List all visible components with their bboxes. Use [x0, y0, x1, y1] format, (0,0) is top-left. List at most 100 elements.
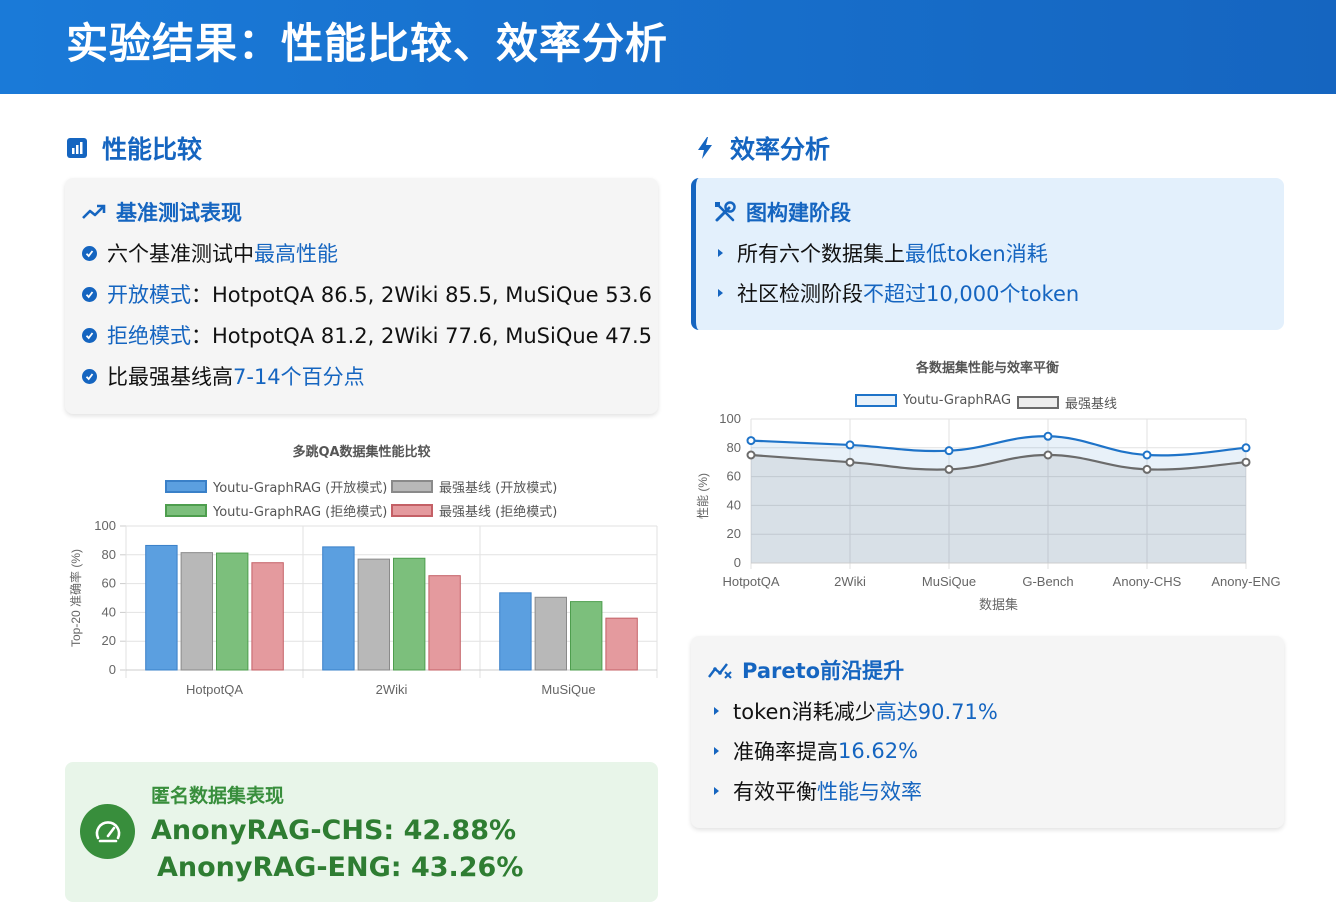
bar-chart-title: 多跳QA数据集性能比较: [292, 445, 431, 460]
list-item-text: 有效平衡: [733, 780, 817, 804]
list-item-highlight: 最高性能: [254, 242, 338, 266]
list-item: token消耗减少 高达90.71%: [710, 696, 998, 726]
data-point: [1043, 431, 1053, 441]
lightning-icon: [694, 137, 716, 159]
legend-label: Youtu-GraphRAG (拒绝模式): [213, 505, 388, 520]
graph-build-card-title: 图构建阶段: [714, 197, 851, 227]
y-tick-label: 40: [727, 497, 741, 512]
legend-swatch: [391, 480, 433, 493]
section-title-performance-label: 性能比较: [102, 135, 203, 164]
data-point: [746, 450, 756, 460]
data-point: [1241, 457, 1251, 467]
legend-item: 最强基线 (开放模式): [391, 477, 557, 496]
benchmark-card: [65, 178, 658, 414]
bar: [570, 601, 603, 671]
data-point: [1241, 443, 1251, 453]
legend-swatch: [1017, 396, 1059, 409]
legend-swatch: [165, 504, 207, 517]
legend-item: Youtu-GraphRAG (开放模式): [165, 477, 387, 496]
bar: [180, 552, 213, 671]
list-item: 准确率提高 16.62%: [710, 736, 918, 766]
list-item: 社区检测阶段 不超过10,000个token: [714, 278, 1079, 308]
y-tick-label: 0: [734, 555, 741, 570]
list-item-highlight: 不超过10,000个token: [863, 282, 1080, 306]
x-tick-label: MuSiQue: [922, 574, 976, 589]
chart-line-icon: [708, 661, 732, 679]
data-point: [1142, 450, 1152, 460]
series-line: [750, 453, 1247, 471]
tools-icon: [714, 201, 736, 223]
check-circle-icon: [82, 286, 97, 302]
bar: [605, 617, 638, 671]
bar-chart-icon: [66, 137, 88, 159]
list-item-text: 比最强基线高: [107, 365, 233, 389]
data-point: [1142, 464, 1152, 474]
list-item-highlight: 开放模式: [107, 283, 191, 307]
legend-swatch: [391, 504, 433, 517]
anon-eng-value: AnonyRAG-ENG: 43.26%: [157, 852, 524, 883]
legend-item: 最强基线: [1017, 393, 1117, 412]
list-item-highlight: 16.62%: [838, 739, 919, 763]
caret-right-icon: [718, 289, 723, 297]
series-area: [751, 436, 1246, 563]
bar: [216, 552, 249, 671]
list-item: 开放模式 ：HotpotQA 86.5, 2Wiki 85.5, MuSiQue …: [82, 279, 652, 309]
y-tick-label: 80: [102, 547, 116, 562]
y-tick-label: 0: [109, 662, 116, 677]
bar: [428, 575, 461, 671]
list-item-text: 社区检测阶段: [737, 282, 863, 306]
anon-dataset-card: [65, 762, 658, 902]
page-header: 实验结果：性能比较、效率分析: [0, 0, 1336, 94]
graph-build-card-title-label: 图构建阶段: [746, 201, 851, 225]
speedometer-icon: [80, 804, 135, 859]
section-title-efficiency-label: 效率分析: [730, 135, 831, 164]
bar: [251, 562, 284, 671]
bar-chart: 0 20 40 60 80 100 HotpotQA 2Wiki MuSiQue Top-20 准…: [68, 518, 658, 697]
list-item: 有效平衡 性能与效率: [710, 776, 922, 806]
list-item-highlight: 最低token消耗: [905, 242, 1048, 266]
x-tick-label: G-Bench: [1022, 574, 1073, 589]
x-tick-label: Anony-ENG: [1211, 574, 1280, 589]
pareto-card-title: Pareto前沿提升: [708, 655, 904, 685]
y-tick-label: 40: [102, 604, 116, 619]
legend-label: 最强基线 (开放模式): [439, 481, 558, 496]
legend-item: 最强基线 (拒绝模式): [391, 501, 557, 520]
list-item-text: ：HotpotQA 86.5, 2Wiki 85.5, MuSiQue 53.6: [191, 283, 653, 307]
y-tick-label: 60: [102, 576, 116, 591]
legend-label: 最强基线: [1065, 397, 1118, 412]
data-point: [1043, 450, 1053, 460]
data-point: [845, 457, 855, 467]
y-tick-label: 80: [727, 440, 741, 455]
x-tick-label: 2Wiki: [834, 574, 866, 589]
data-point: [845, 440, 855, 450]
bar: [357, 558, 391, 671]
legend-swatch: [855, 394, 897, 407]
series-area: [751, 455, 1246, 563]
bar: [145, 544, 178, 671]
x-tick-label: HotpotQA: [186, 682, 243, 697]
legend-label: Youtu-GraphRAG (开放模式): [213, 481, 388, 496]
data-point: [944, 446, 954, 456]
section-title-efficiency: 效率分析: [694, 130, 830, 166]
list-item-highlight: 拒绝模式: [107, 324, 191, 348]
x-axis-label: 数据集: [979, 597, 1018, 612]
list-item-text: 准确率提高: [733, 740, 838, 764]
caret-right-icon: [714, 747, 719, 755]
legend-label: 最强基线 (拒绝模式): [439, 505, 558, 520]
list-item-text: token消耗减少: [733, 700, 876, 724]
anon-chs-value: AnonyRAG-CHS: 42.88%: [151, 815, 517, 846]
legend-label: Youtu-GraphRAG: [903, 393, 1012, 408]
list-item-text: 所有六个数据集上: [737, 242, 905, 266]
x-tick-label: HotpotQA: [722, 574, 779, 589]
list-item: 拒绝模式 ：HotpotQA 81.2, 2Wiki 77.6, MuSiQue …: [82, 320, 652, 350]
list-item-highlight: 7-14个百分点: [233, 365, 365, 389]
y-tick-label: 100: [94, 518, 116, 533]
check-circle-icon: [82, 245, 97, 261]
y-tick-label: 100: [719, 411, 741, 426]
list-item-highlight: 高达90.71%: [875, 700, 998, 724]
benchmark-card-title-label: 基准测试表现: [116, 201, 242, 225]
line-chart: 0 20 40 60 80 100 HotpotQA 2Wiki MuSiQue G-Bench A…: [696, 411, 1281, 612]
check-circle-icon: [82, 368, 97, 384]
x-tick-label: 2Wiki: [376, 682, 408, 697]
caret-right-icon: [714, 787, 719, 795]
